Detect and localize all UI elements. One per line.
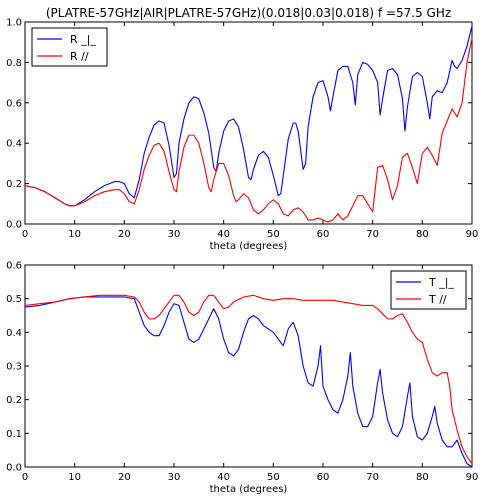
top-y-tick-label: 1.0 [6, 18, 22, 29]
bottom-x-tick-label: 10 [68, 472, 81, 483]
top-y-tick-label: 0.8 [6, 58, 22, 69]
top-x-tick-label: 20 [118, 229, 131, 240]
bottom-legend-label-2: T // [428, 293, 447, 306]
bottom-x-tick-label: 30 [168, 472, 181, 483]
top-y-tick-label: 0.2 [6, 179, 22, 190]
top-x-tick-label: 90 [466, 229, 479, 240]
top-x-tick-label: 60 [317, 229, 330, 240]
bottom-chart: 0 10 20 30 40 50 60 70 80 90 0.0 0.1 0.2 0.3 0.4 0.5 0.6… [6, 261, 478, 496]
top-x-tick-label: 30 [168, 229, 181, 240]
top-x-axis-label: theta (degrees) [210, 241, 288, 252]
bottom-y-tick-label: 0.3 [6, 362, 22, 373]
top-x-tick-label: 50 [267, 229, 280, 240]
top-x-tick-label: 80 [416, 229, 429, 240]
bottom-x-tick-label: 50 [267, 472, 280, 483]
top-x-tick-label: 40 [217, 229, 230, 240]
bottom-x-axis-label: theta (degrees) [210, 484, 288, 495]
bottom-x-tick-label: 20 [118, 472, 131, 483]
top-y-tick-label: 0.0 [6, 220, 22, 231]
top-x-tick-label: 0 [22, 229, 28, 240]
top-legend-label-1: R _|_ [70, 33, 96, 46]
top-x-tick-label: 70 [366, 229, 379, 240]
bottom-series-line-2 [24, 294, 473, 464]
bottom-series-line-1 [24, 296, 473, 468]
bottom-legend-label-1: T _|_ [428, 276, 454, 289]
bottom-y-tick-label: 0.0 [6, 463, 22, 474]
bottom-y-tick-label: 0.2 [6, 395, 22, 406]
bottom-x-tick-label: 40 [217, 472, 230, 483]
top-legend-box [31, 27, 108, 67]
bottom-y-tick-label: 0.1 [6, 429, 22, 440]
bottom-y-tick-label: 0.4 [6, 328, 22, 339]
bottom-legend-box [390, 270, 467, 310]
top-series-line-2 [24, 38, 473, 223]
top-x-tick-label: 10 [68, 229, 81, 240]
top-y-tick-label: 0.4 [6, 139, 22, 150]
bottom-y-tick-label: 0.5 [6, 294, 22, 305]
top-y-tick-label: 0.6 [6, 98, 22, 109]
bottom-x-tick-label: 0 [22, 472, 28, 483]
top-chart-title: (PLATRE-57GHz|AIR|PLATRE-57GHz)(0.018|0.… [46, 6, 451, 20]
bottom-x-tick-label: 60 [317, 472, 330, 483]
bottom-x-tick-label: 80 [416, 472, 429, 483]
top-legend: R _|_ R // [31, 27, 108, 67]
bottom-y-tick-label: 0.6 [6, 261, 22, 272]
top-series-line-1 [24, 25, 473, 207]
top-legend-label-2: R // [70, 50, 89, 63]
bottom-x-tick-label: 90 [466, 472, 479, 483]
bottom-x-tick-label: 70 [366, 472, 379, 483]
bottom-legend: T _|_ T // [390, 270, 467, 310]
top-chart: 0 10 20 30 40 50 60 70 80 90 0.0 0.2 0.4 0.6 0.8 1.0 the… [6, 6, 478, 252]
